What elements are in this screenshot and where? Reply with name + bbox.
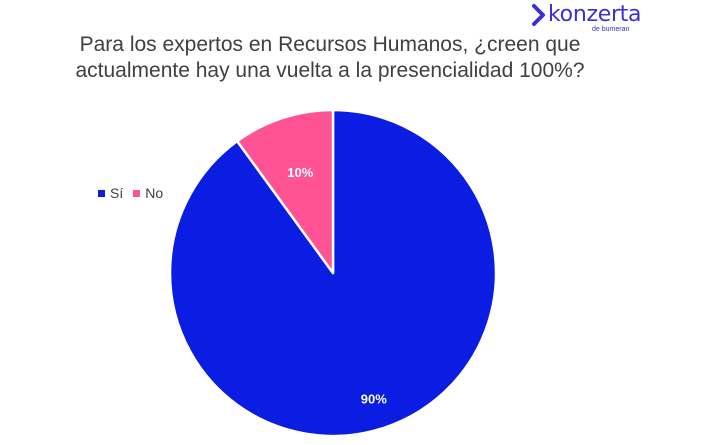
- legend: Sí No: [98, 185, 173, 201]
- chart-title-line-1: Para los expertos en Recursos Humanos, ¿…: [79, 33, 581, 56]
- konzerta-logo: konzerta de bumeran: [532, 2, 642, 36]
- pie-label-no: 10%: [287, 165, 313, 180]
- pie-label-si: 90%: [361, 392, 387, 407]
- chevron-logo-icon: [532, 4, 545, 26]
- legend-item-no: No: [133, 185, 163, 201]
- legend-label-no: No: [145, 185, 164, 201]
- legend-swatch-no: [133, 189, 141, 197]
- logo-text: konzerta: [548, 2, 642, 27]
- legend-swatch-si: [98, 189, 105, 197]
- legend-item-si: Sí: [98, 185, 123, 201]
- logo-subtext: de bumeran: [592, 26, 630, 33]
- chart-title: Para los expertos en Recursos Humanos, ¿…: [40, 32, 620, 84]
- pie-slice-no: [235, 108, 335, 275]
- chart-title-line-2: actualmente hay una vuelta a la presenci…: [75, 59, 585, 82]
- legend-label-si: Sí: [110, 185, 124, 201]
